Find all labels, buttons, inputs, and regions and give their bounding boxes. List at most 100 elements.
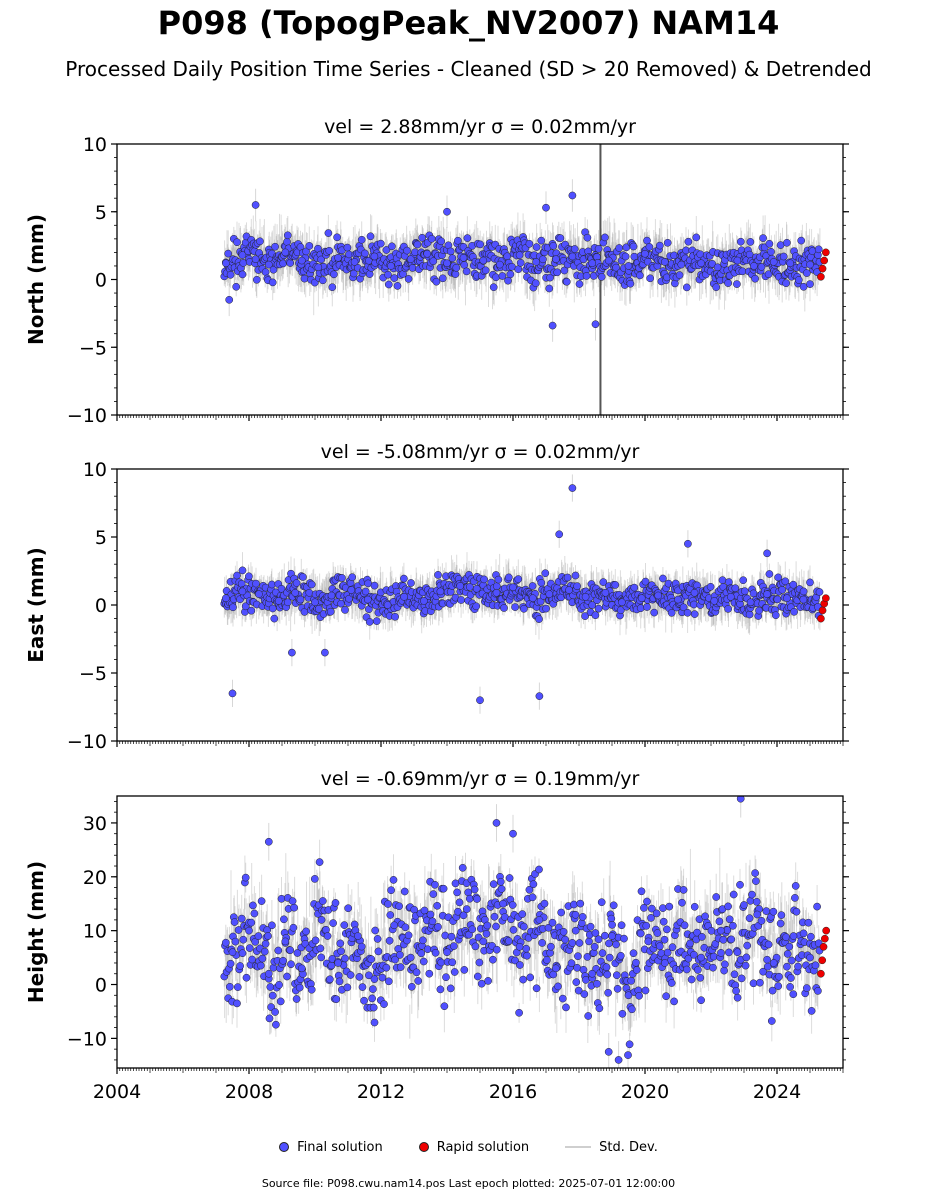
final-solution-point	[624, 991, 633, 1000]
final-solution-point	[624, 262, 633, 270]
final-solution-point	[674, 595, 682, 604]
final-solution-point	[297, 256, 306, 265]
final-solution-point	[532, 258, 540, 266]
final-solution-point	[238, 587, 247, 596]
outlier-point	[604, 1047, 613, 1056]
legend-final-marker	[279, 1142, 290, 1152]
y-tick-label: −10	[67, 405, 107, 427]
source-footer: Source file: P098.cwu.nam14.pos Last epo…	[261, 1177, 676, 1190]
legend-rapid-marker	[418, 1142, 429, 1152]
final-solution-point	[222, 259, 230, 268]
y-tick-label: 5	[95, 202, 107, 224]
rapid-solution-point	[821, 248, 830, 257]
final-solution-point	[459, 253, 468, 262]
y-tick-label: −10	[67, 1028, 107, 1050]
final-solution-point	[601, 588, 610, 597]
panel-3: −10 0 10 20 30 2004 2008 2012 2016 2020 2024 vel = …	[24, 768, 849, 1103]
y-tick-label: 0	[95, 270, 107, 292]
final-solution-point	[637, 594, 646, 603]
rapid-solution-point	[820, 256, 829, 265]
legend-rapid-label: Rapid solution	[436, 1139, 530, 1155]
final-solution-point	[462, 905, 471, 913]
plot-area	[220, 144, 830, 415]
x-tick-label: 2016	[489, 1081, 537, 1103]
final-solution-point	[238, 251, 247, 259]
final-solution-point	[677, 260, 686, 269]
final-solution-point	[406, 255, 415, 264]
final-solution-point	[726, 592, 735, 601]
final-solution-point	[690, 588, 699, 597]
rapid-solution-point	[818, 606, 827, 615]
final-solution-point	[680, 921, 689, 930]
final-solution-point	[406, 953, 415, 962]
outlier-point	[443, 207, 451, 216]
final-solution-point	[327, 591, 336, 600]
panel-title: vel = -0.69mm/yr σ = 0.19mm/yr	[321, 768, 640, 790]
final-solution-point	[251, 255, 260, 264]
rapid-solution-point	[822, 926, 831, 935]
final-solution-point	[733, 948, 742, 957]
final-solution-point	[509, 583, 517, 592]
y-tick-label: 5	[95, 527, 107, 549]
final-solution-point	[420, 597, 428, 605]
final-solution-point	[568, 252, 577, 261]
final-solution-point	[753, 910, 762, 919]
final-solution-point	[222, 594, 230, 603]
legend-final-label: Final solution	[297, 1139, 383, 1155]
rapid-solution-point	[817, 614, 825, 623]
rapid-solution-point	[818, 956, 827, 965]
final-solution-point	[552, 255, 560, 264]
final-solution-point	[495, 260, 504, 269]
final-solution-point	[354, 932, 362, 940]
final-solution-point	[245, 926, 253, 935]
legend-item-final: Final solution	[279, 1140, 383, 1155]
y-tick-label: −5	[79, 337, 107, 359]
final-solution-point	[472, 584, 481, 593]
x-tick-label: 2008	[225, 1081, 273, 1103]
y-tick-label: 20	[83, 867, 107, 889]
outlier-point	[264, 837, 273, 846]
final-solution-point	[291, 588, 300, 597]
final-solution-point	[552, 964, 560, 973]
y-tick-label: 10	[83, 921, 107, 943]
final-solution-point	[334, 253, 342, 262]
final-solution-point	[697, 953, 705, 962]
final-solution-point	[545, 590, 554, 598]
outlier-point	[476, 696, 484, 705]
rapid-solution-point	[821, 934, 829, 943]
final-solution-point	[786, 259, 795, 268]
final-solution-point	[710, 597, 719, 605]
final-solution-point	[697, 259, 705, 268]
final-solution-point	[363, 595, 372, 604]
outlier-point	[568, 191, 577, 200]
legend-std-label: Std. Dev.	[599, 1139, 658, 1155]
outlier-point	[555, 530, 564, 539]
final-solution-point	[644, 937, 653, 946]
final-solution-point	[387, 262, 395, 270]
outlier-point	[321, 648, 329, 657]
x-tick-label: 2012	[357, 1081, 405, 1103]
final-solution-point	[311, 598, 319, 607]
final-solution-point	[750, 262, 758, 270]
final-solution-point	[297, 964, 306, 973]
final-solution-point	[499, 899, 507, 908]
rapid-solution-point	[817, 272, 825, 281]
final-solution-point	[264, 260, 273, 269]
final-solution-point	[456, 582, 465, 590]
final-solution-point	[789, 932, 798, 940]
outlier-point	[225, 295, 234, 304]
plot-area	[220, 796, 831, 1068]
final-solution-point	[274, 597, 283, 605]
final-solution-point	[763, 590, 771, 598]
final-solution-point	[436, 587, 445, 596]
final-solution-point	[515, 251, 524, 259]
y-axis-label: East (mm)	[24, 547, 48, 663]
outlier-point	[251, 201, 260, 209]
final-solution-point	[515, 942, 524, 951]
final-solution-point	[806, 260, 814, 269]
y-tick-label: 0	[95, 975, 107, 997]
outlier-point	[542, 203, 550, 212]
final-solution-point	[383, 601, 392, 609]
final-solution-point	[334, 959, 342, 967]
final-solution-point	[314, 263, 323, 272]
